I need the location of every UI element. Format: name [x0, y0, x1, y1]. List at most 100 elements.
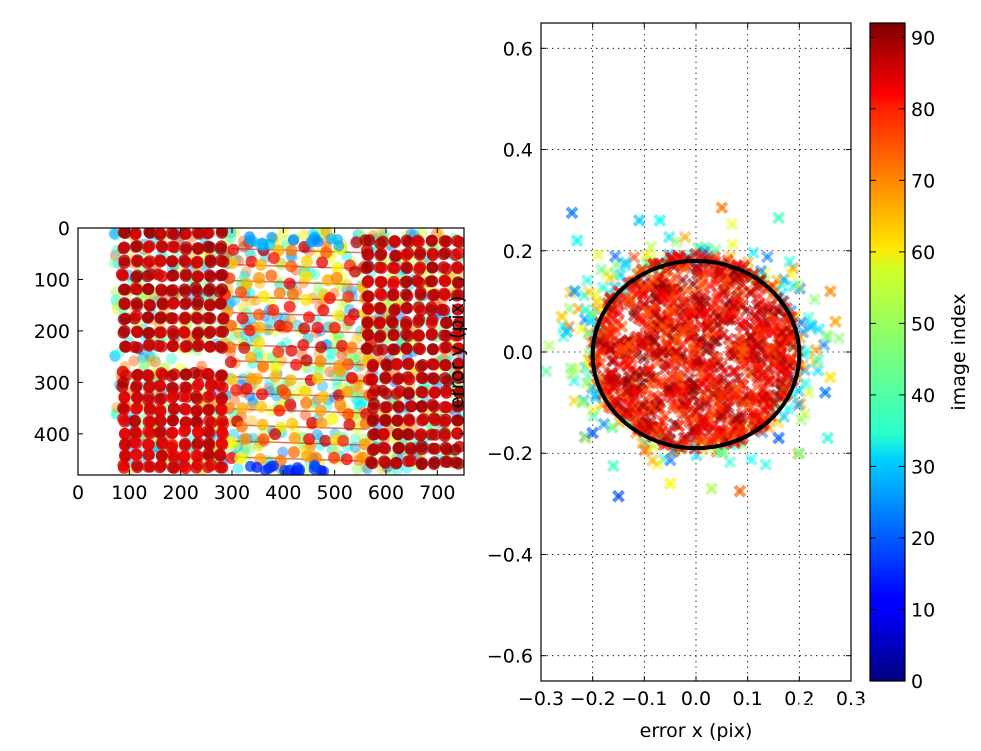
- left-point: [298, 322, 311, 335]
- error-point: [762, 373, 776, 387]
- left-point: [362, 275, 375, 287]
- left-point: [142, 241, 155, 254]
- left-point: [131, 461, 144, 474]
- left-point: [412, 342, 425, 355]
- left-point: [281, 320, 294, 333]
- left-point: [254, 258, 267, 271]
- left-point: [116, 365, 129, 378]
- left-point: [288, 432, 301, 445]
- left-point: [413, 276, 426, 289]
- left-point: [440, 329, 453, 342]
- left-point: [166, 439, 179, 451]
- error-point: [777, 410, 791, 424]
- left-point: [451, 414, 464, 427]
- right-y-tick-label: 0.4: [503, 140, 533, 162]
- error-point: [609, 323, 622, 337]
- error-point: [662, 381, 676, 395]
- error-point: [767, 325, 781, 339]
- colorbar-gradient: [870, 23, 905, 681]
- left-point: [452, 457, 464, 470]
- error-point: [586, 426, 600, 440]
- left-point: [355, 400, 367, 412]
- left-point: [216, 438, 229, 451]
- error-point: [669, 354, 683, 368]
- error-point: [645, 401, 659, 415]
- left-point: [362, 248, 375, 261]
- error-point: [746, 246, 760, 260]
- left-point: [191, 392, 204, 405]
- left-point: [153, 379, 166, 392]
- left-point: [204, 256, 217, 269]
- left-point: [417, 413, 430, 425]
- error-point: [710, 351, 724, 365]
- error-point: [618, 259, 632, 272]
- error-point: [791, 279, 805, 293]
- left-point: [166, 339, 179, 352]
- left-point: [118, 324, 131, 337]
- left-point: [390, 456, 403, 469]
- left-point: [130, 448, 142, 461]
- right-x-tick-label: 0.0: [681, 688, 711, 710]
- left-point: [353, 350, 364, 362]
- error-point: [730, 411, 744, 425]
- left-point: [166, 353, 178, 365]
- left-point: [238, 341, 251, 354]
- left-point: [165, 228, 178, 240]
- left-point: [342, 358, 355, 371]
- error-point: [762, 362, 775, 375]
- left-point: [257, 290, 270, 303]
- left-point: [401, 262, 414, 275]
- left-point: [245, 255, 258, 268]
- error-point: [727, 365, 741, 379]
- left-point: [139, 352, 151, 363]
- right-x-axis-label: error x (pix): [640, 720, 753, 742]
- left-point: [214, 449, 227, 462]
- left-point: [154, 255, 167, 268]
- left-point: [214, 461, 227, 474]
- left-point: [232, 462, 244, 474]
- error-point: [760, 250, 774, 264]
- left-point: [179, 462, 192, 475]
- error-point: [595, 345, 608, 358]
- error-point: [771, 317, 784, 330]
- error-point: [686, 383, 700, 397]
- left-point: [153, 461, 166, 474]
- left-point: [365, 373, 378, 386]
- error-point: [680, 364, 694, 377]
- left-point: [203, 449, 216, 462]
- left-point: [349, 433, 361, 445]
- left-y-tick-label: 200: [34, 321, 70, 343]
- left-streak: [231, 295, 366, 302]
- left-point: [156, 270, 169, 283]
- error-point: [734, 318, 748, 332]
- left-point: [391, 428, 404, 440]
- left-point: [167, 312, 180, 325]
- left-point: [144, 351, 156, 363]
- left-point: [119, 228, 132, 239]
- error-point: [668, 270, 682, 284]
- left-point: [154, 228, 167, 240]
- error-point: [694, 303, 708, 317]
- left-point: [108, 228, 120, 239]
- error-point: [680, 283, 694, 297]
- left-point: [154, 405, 167, 418]
- left-point: [279, 387, 292, 400]
- error-point: [584, 314, 597, 328]
- left-point: [328, 451, 340, 464]
- left-point: [390, 387, 403, 400]
- left-point: [331, 261, 344, 274]
- left-point: [427, 343, 439, 356]
- error-point: [691, 263, 704, 277]
- error-circle: [590, 258, 802, 451]
- error-point: [653, 213, 667, 227]
- error-point: [663, 453, 677, 467]
- left-point: [286, 288, 299, 301]
- left-point: [109, 257, 121, 269]
- error-point: [702, 360, 716, 374]
- error-point: [604, 372, 618, 386]
- error-point: [710, 334, 723, 348]
- error-point: [636, 289, 650, 302]
- left-x-tick-label: 600: [368, 482, 404, 504]
- left-point: [403, 428, 415, 441]
- left-point: [240, 266, 252, 278]
